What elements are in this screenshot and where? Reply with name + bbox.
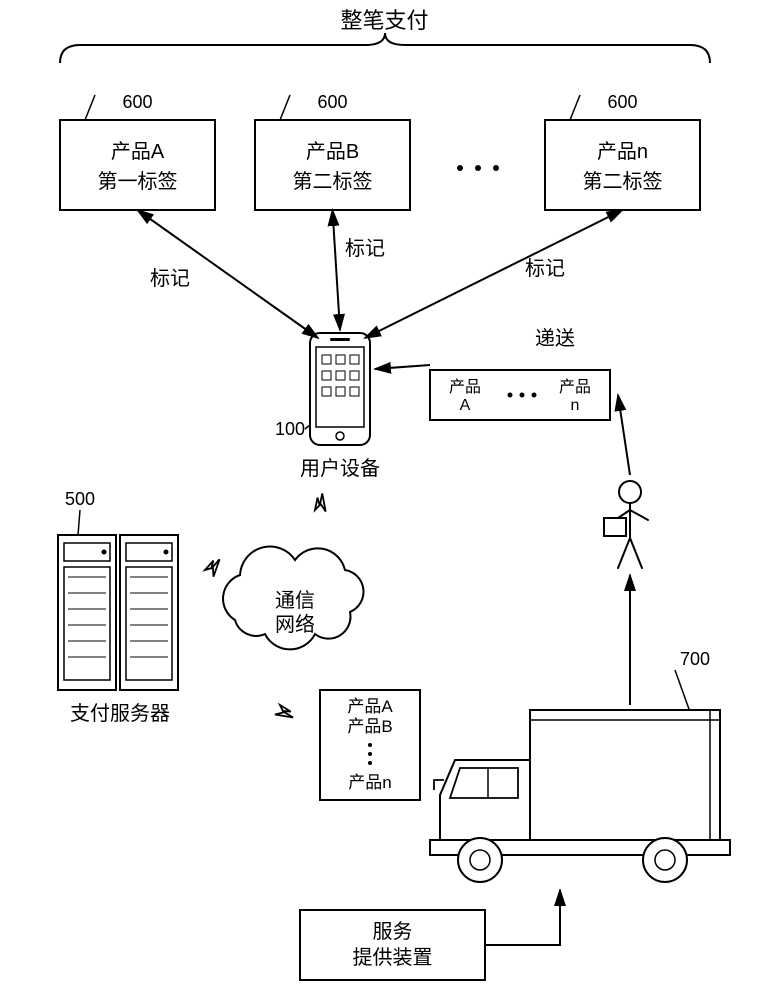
svg-text:标记: 标记 xyxy=(150,267,190,290)
svg-text:标记: 标记 xyxy=(525,257,565,280)
svg-text:通信: 通信 xyxy=(275,589,315,612)
svg-text:产品n: 产品n xyxy=(597,140,648,163)
svg-text:网络: 网络 xyxy=(275,613,315,636)
svg-text:产品B: 产品B xyxy=(347,717,392,736)
phone-icon xyxy=(310,333,370,445)
product-num: 600 xyxy=(317,92,347,112)
svg-text:产品A: 产品A xyxy=(111,140,165,163)
svg-text:服务: 服务 xyxy=(373,920,413,943)
product-num: 600 xyxy=(607,92,637,112)
phone-num: 100 xyxy=(275,419,305,439)
server-label: 支付服务器 xyxy=(70,702,170,725)
svg-text:产品n: 产品n xyxy=(348,773,391,792)
svg-text:标记: 标记 xyxy=(345,237,385,260)
svg-text:产品: 产品 xyxy=(449,378,481,396)
truck-num: 700 xyxy=(680,649,710,669)
svg-text:产品B: 产品B xyxy=(306,140,359,163)
product-box xyxy=(60,120,215,210)
title: 整笔支付 xyxy=(340,8,428,33)
truck-icon xyxy=(430,710,730,882)
svg-text:第二标签: 第二标签 xyxy=(293,170,373,193)
product-box xyxy=(545,120,700,210)
product-num: 600 xyxy=(122,92,152,112)
server-icon xyxy=(58,535,178,690)
svg-text:产品: 产品 xyxy=(559,378,591,396)
svg-text:第二标签: 第二标签 xyxy=(583,170,663,193)
svg-text:产品A: 产品A xyxy=(347,697,393,716)
brace xyxy=(60,33,710,63)
svg-text:提供装置: 提供装置 xyxy=(353,946,433,969)
svg-text:第一标签: 第一标签 xyxy=(98,170,178,193)
server-num: 500 xyxy=(65,489,95,509)
svg-text:递送: 递送 xyxy=(535,327,575,350)
courier-icon xyxy=(604,481,648,568)
svg-text:n: n xyxy=(571,397,580,414)
svg-text:A: A xyxy=(460,397,471,414)
phone-label: 用户设备 xyxy=(300,457,380,480)
product-box xyxy=(255,120,410,210)
